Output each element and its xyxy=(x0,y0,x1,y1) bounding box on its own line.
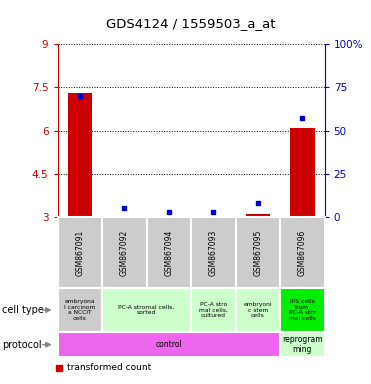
Bar xyxy=(246,214,270,217)
Text: GSM867095: GSM867095 xyxy=(253,229,262,276)
Text: IPS cells
from
PC-A stro
mal cells: IPS cells from PC-A stro mal cells xyxy=(289,300,316,321)
Bar xyxy=(112,215,137,217)
Text: cell type: cell type xyxy=(2,305,44,315)
Text: GDS4124 / 1559503_a_at: GDS4124 / 1559503_a_at xyxy=(106,17,276,30)
Text: PC-A stro
mal cells,
cultured: PC-A stro mal cells, cultured xyxy=(199,302,228,318)
Text: reprogram
ming: reprogram ming xyxy=(282,335,323,354)
Bar xyxy=(290,127,315,217)
Text: GSM867093: GSM867093 xyxy=(209,229,218,276)
Text: embryoni
c stem
cells: embryoni c stem cells xyxy=(243,302,272,318)
Text: control: control xyxy=(155,340,182,349)
Text: PC-A stromal cells,
sorted: PC-A stromal cells, sorted xyxy=(118,305,175,315)
Text: transformed count: transformed count xyxy=(67,363,151,372)
Text: GSM867092: GSM867092 xyxy=(120,229,129,276)
Text: embryona
l carcinom
a NCCIT
cells: embryona l carcinom a NCCIT cells xyxy=(64,300,95,321)
Bar xyxy=(157,215,181,217)
Text: GSM867091: GSM867091 xyxy=(75,229,84,276)
Text: GSM867094: GSM867094 xyxy=(164,229,173,276)
Text: GSM867096: GSM867096 xyxy=(298,229,307,276)
Text: protocol: protocol xyxy=(2,339,42,350)
Bar xyxy=(201,215,226,217)
Bar xyxy=(68,93,92,217)
